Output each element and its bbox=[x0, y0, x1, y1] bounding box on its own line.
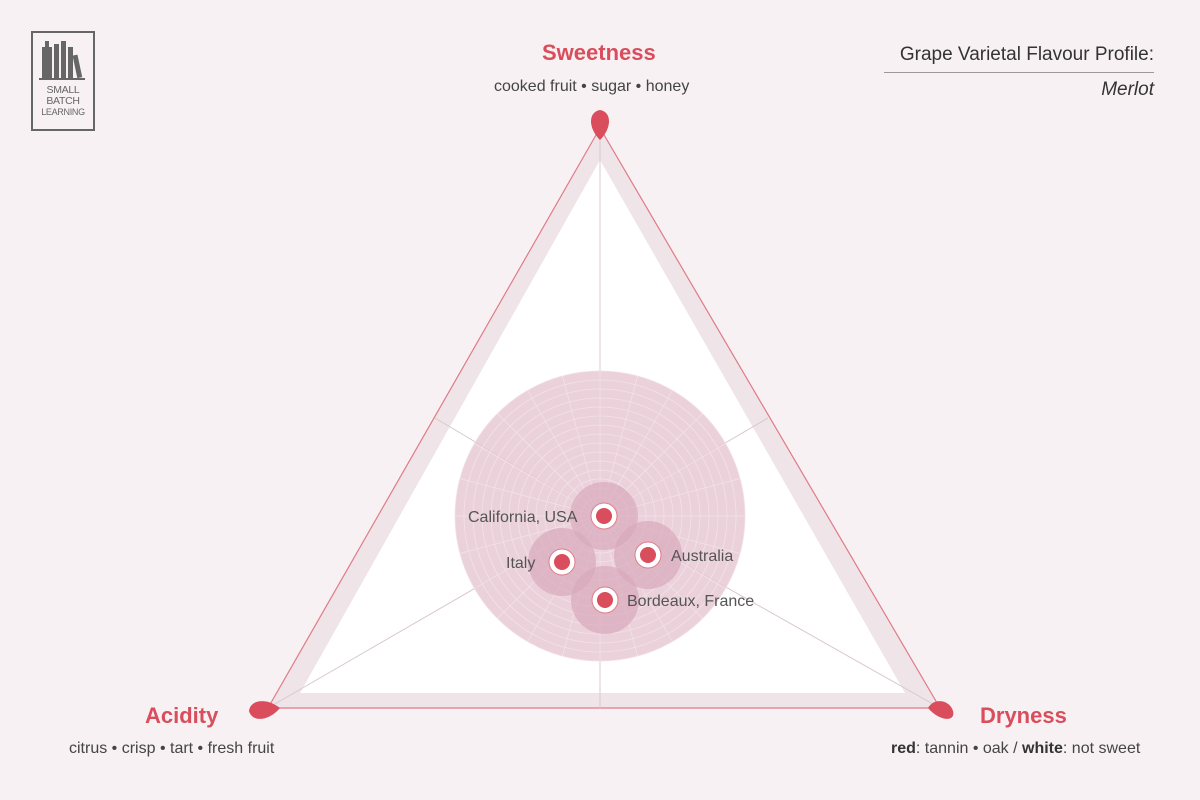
dryness-desc-red-rest: : tannin • oak / bbox=[915, 740, 1023, 757]
sweetness-label: Sweetness bbox=[542, 40, 656, 65]
title-variety: Merlot bbox=[1101, 79, 1154, 100]
books-icon bbox=[39, 41, 85, 80]
sweetness-description: cooked fruit • sugar • honey bbox=[494, 78, 690, 95]
region-label-australia: Australia bbox=[671, 548, 733, 565]
chart-title-box: Grape Varietal Flavour Profile: Merlot bbox=[884, 44, 1154, 101]
dryness-label: Dryness bbox=[980, 703, 1067, 728]
logo-text-batch: BATCH bbox=[46, 95, 80, 107]
region-bordeaux: Bordeaux, France bbox=[571, 566, 754, 634]
acidity-marker bbox=[249, 701, 280, 719]
dryness-marker bbox=[928, 701, 954, 719]
dryness-desc-white: white bbox=[1022, 740, 1063, 757]
region-label-italy: Italy bbox=[506, 555, 535, 572]
small-batch-learning-logo: SMALL BATCH LEARNING bbox=[31, 31, 95, 131]
triangle-edge bbox=[266, 126, 942, 709]
region-australia: Australia bbox=[614, 521, 733, 589]
acidity-description: citrus • crisp • tart • fresh fruit bbox=[69, 740, 275, 757]
region-label-bordeaux: Bordeaux, France bbox=[627, 593, 754, 610]
dryness-description: red: tannin • oak / white: not sweet bbox=[891, 740, 1140, 758]
title-heading: Grape Varietal Flavour Profile: bbox=[884, 44, 1154, 73]
dryness-desc-red: red bbox=[891, 740, 916, 757]
dryness-desc-white-rest: : not sweet bbox=[1062, 740, 1141, 757]
region-california: California, USA bbox=[468, 482, 638, 550]
logo-text-small: SMALL bbox=[46, 84, 80, 96]
acidity-label: Acidity bbox=[145, 703, 219, 728]
sweetness-marker bbox=[591, 110, 609, 140]
logo-text-learning: LEARNING bbox=[41, 107, 85, 117]
region-label-california: California, USA bbox=[468, 509, 578, 526]
